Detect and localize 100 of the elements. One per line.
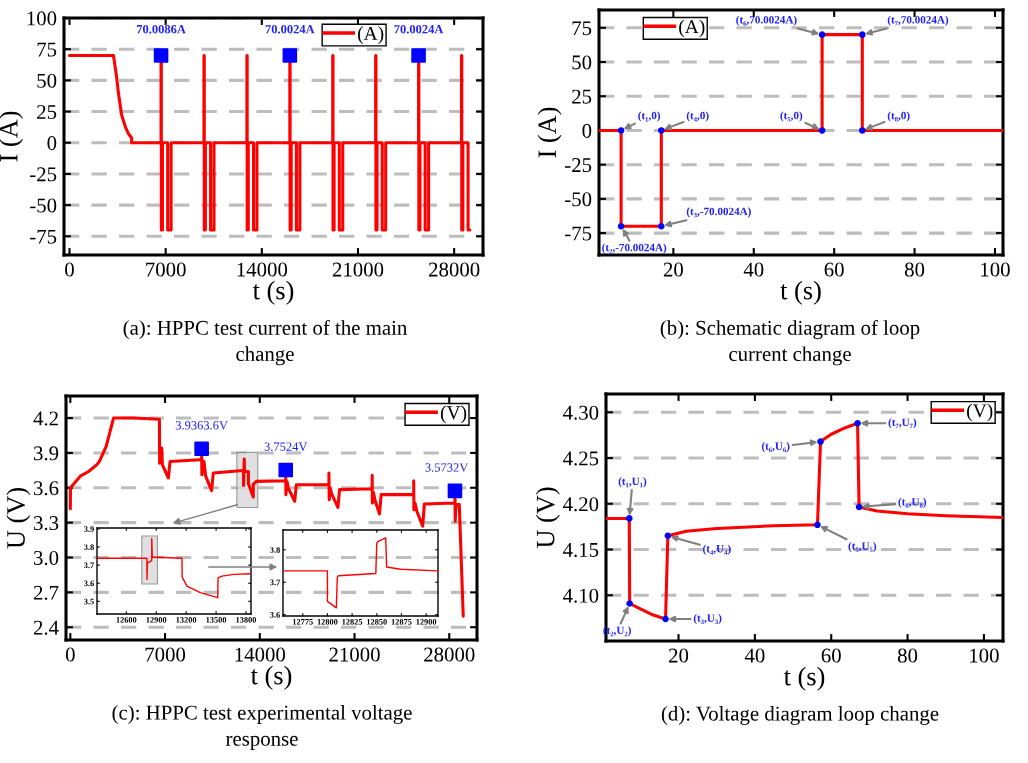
x-tick-label: 20 [669, 648, 689, 663]
y-tick-label: 3.8 [84, 544, 94, 551]
point [658, 127, 665, 134]
data-label: (t₈,U₈) [898, 497, 927, 508]
data-label: (t₁,U₁) [618, 477, 647, 488]
point [658, 222, 665, 230]
x-tick-label: 28000 [424, 647, 475, 662]
data-label: 3.9363.6V [175, 421, 228, 430]
x-axis-title: t (s) [780, 280, 821, 305]
x-tick-label: 13200 [176, 617, 197, 623]
y-tick-label: 100 [27, 11, 57, 26]
point [859, 127, 866, 134]
text: (a): HPPC test current of the main change [123, 320, 408, 366]
y-tick-label: 25 [37, 104, 57, 119]
x-tick-label: 100 [981, 262, 1010, 277]
x-tick-label: 12850 [367, 619, 387, 625]
data-label: (t₇,U₇) [888, 418, 917, 429]
legend-label: (V) [967, 403, 993, 422]
y-tick-label: 4.20 [563, 497, 599, 512]
y-tick-label: 4.25 [563, 451, 599, 466]
y-tick-label: 3.9 [84, 526, 94, 532]
y-tick-label: -25 [565, 158, 592, 173]
x-tick-label: 21000 [332, 262, 384, 277]
x-tick-label: 12900 [146, 617, 167, 623]
x-tick-label: 20 [663, 262, 683, 277]
y-axis-title: U (V) [6, 488, 31, 549]
y-tick-label: 3.8 [270, 547, 280, 553]
point [617, 222, 625, 230]
y-tick-label: -75 [30, 229, 57, 244]
x-tick-label: 12775 [293, 619, 313, 625]
text: (d): Voltage diagram loop change [661, 706, 939, 725]
point [818, 127, 826, 134]
data-label: 70.0086A [136, 24, 186, 34]
x-tick-label: 7000 [145, 647, 186, 662]
data-label: (t₆,70.0024A) [736, 15, 797, 26]
point [855, 503, 863, 511]
legend-label: (A) [679, 19, 705, 38]
y-tick-label: 75 [572, 21, 592, 36]
point [625, 515, 633, 522]
legend-label: (V) [440, 405, 467, 424]
x-tick-label: 14000 [237, 262, 288, 277]
point [194, 441, 209, 456]
text: (c): HPPC test experimental voltage response [112, 705, 412, 751]
y-tick-label: 25 [572, 89, 592, 104]
y-tick-label: 3.0 [34, 550, 59, 566]
x-tick-label: 60 [821, 648, 841, 663]
y-tick-label: 3.3 [34, 516, 59, 531]
x-tick-label: 13500 [206, 617, 227, 623]
x-axis-title: t (s) [252, 280, 294, 305]
y-tick-label: 3.6 [34, 481, 59, 496]
y-tick-label: 4.10 [563, 588, 599, 603]
data-label: (t₁,0) [638, 111, 661, 122]
x-tick-label: 12825 [342, 619, 363, 625]
y-tick-label: 2.7 [33, 585, 59, 600]
x-tick-label: 0 [65, 262, 74, 277]
x-tick-label: 12800 [317, 619, 338, 625]
y-tick-label: 50 [572, 55, 592, 70]
y-tick-label: 3.7 [270, 579, 281, 586]
point [859, 31, 866, 38]
point [817, 438, 824, 445]
y-tick-label: 4.15 [563, 542, 599, 558]
y-tick-label: 3.6 [270, 612, 280, 618]
x-tick-label: 12875 [391, 619, 412, 625]
data-label: (t₅,0) [780, 111, 803, 122]
x-tick-label: 0 [65, 647, 75, 662]
x-tick-label: 21000 [329, 647, 380, 662]
y-tick-label: 3.6 [84, 580, 94, 587]
data-label: 3.7524V [264, 442, 308, 451]
x-tick-label: 12600 [116, 617, 137, 623]
y-axis-title: I (A) [0, 111, 24, 162]
point [617, 127, 625, 134]
x-tick-label: 60 [824, 262, 844, 277]
y-tick-label: 3.7 [84, 562, 95, 569]
data-label: (t₂,-70.0024A) [602, 243, 667, 254]
y-tick-label: -50 [565, 192, 592, 207]
y-axis-title: U (V) [535, 487, 560, 549]
x-tick-label: 12900 [416, 619, 437, 625]
y-tick-label: 50 [37, 73, 57, 88]
y-tick-label: -25 [30, 167, 57, 182]
y-tick-label: 0 [47, 136, 57, 151]
x-tick-label: 28000 [429, 262, 480, 277]
data-label: (t₃,U₃) [693, 614, 722, 625]
y-tick-label: -75 [565, 226, 592, 241]
y-tick-label: -50 [30, 198, 57, 213]
data-label: (t₇,70.0024A) [887, 15, 949, 26]
data-label: 3.5732V [425, 463, 469, 472]
point [818, 31, 826, 38]
data-label: 70.0024A [394, 25, 444, 34]
x-tick-label: 100 [970, 648, 999, 663]
point [664, 532, 672, 540]
text: (b): Schematic diagram of loop current change [660, 320, 920, 366]
x-tick-label: 7000 [146, 262, 186, 277]
data-label: (t₄,0) [686, 111, 709, 122]
point [626, 600, 633, 607]
point [662, 615, 669, 623]
x-tick-label: 13800 [236, 617, 257, 623]
line-series [283, 537, 438, 609]
point [278, 462, 294, 478]
x-tick-label: 14000 [235, 647, 286, 662]
y-axis-title: I (A) [537, 107, 562, 158]
